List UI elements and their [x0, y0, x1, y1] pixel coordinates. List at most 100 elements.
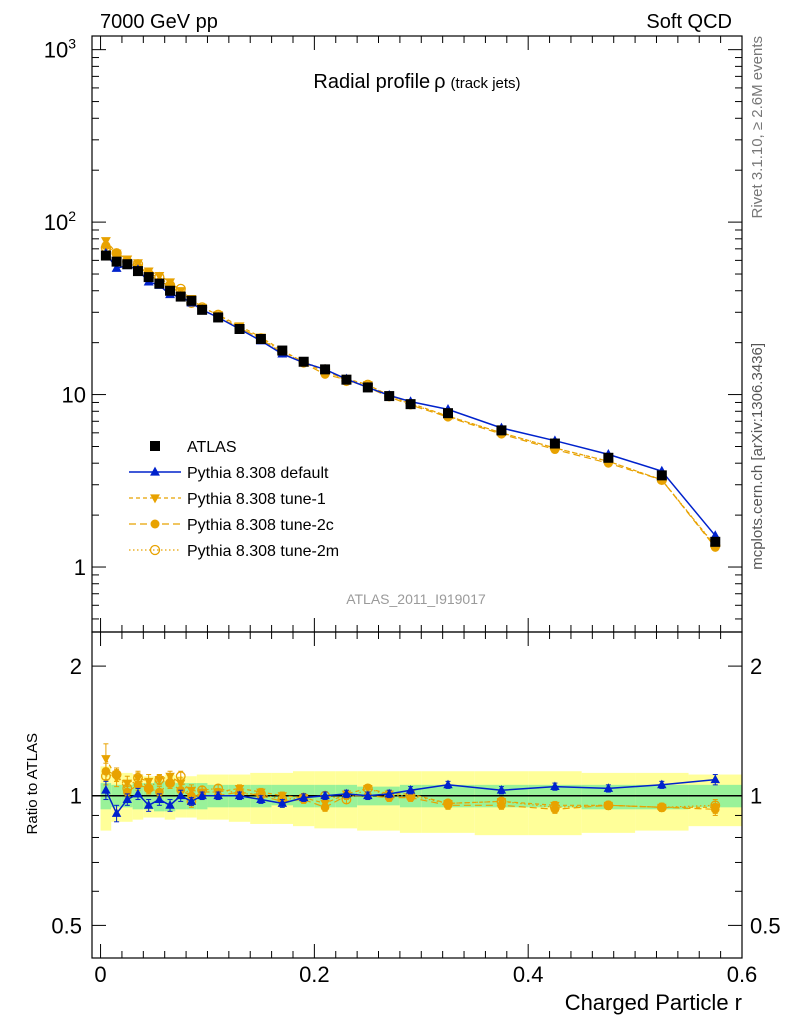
ratio-point-default: [111, 808, 122, 817]
ratio-point-default: [341, 788, 352, 798]
ratio-point-default: [363, 790, 373, 800]
tick-label-exponent: 2: [68, 208, 76, 224]
main-point-data: [132, 266, 143, 277]
main-point-data: [100, 250, 111, 261]
main-point-data: [656, 470, 667, 481]
main-point-data: [362, 382, 373, 393]
side-text-lower: mcplots.cern.ch [arXiv:1306.3436]: [749, 343, 766, 570]
ratio-y-tick-label-left: 0.5: [51, 913, 82, 938]
ratio-point-tune1: [165, 772, 175, 782]
main-point-data: [154, 278, 165, 289]
legend-entry-data: ATLAS: [150, 439, 237, 456]
ratio-point-tune1: [186, 786, 197, 796]
x-axis-label: Charged Particle r: [565, 990, 742, 1015]
x-tick-label: 0.4: [513, 962, 544, 987]
ratio-y-tick-label-left: 1: [70, 784, 82, 809]
main-plot-title: Radial profile ρ (track jets): [313, 71, 520, 93]
ratio-point-tune1: [154, 776, 165, 785]
ratio-point-tune1: [657, 803, 667, 813]
main-point-data: [175, 291, 186, 302]
ratio-point-tune1: [133, 774, 143, 784]
ratio-point-default: [277, 798, 288, 807]
header-left: 7000 GeV pp: [100, 11, 218, 33]
ratio-point-default: [657, 779, 667, 789]
title-suffix: (track jets): [451, 75, 521, 92]
ratio-point-tune1: [101, 755, 111, 764]
main-point-tune1: [100, 237, 111, 247]
main-series-layer: [100, 237, 721, 552]
main-point-data: [710, 536, 721, 547]
ratio-point-default: [101, 785, 111, 794]
tick-label-base: 1: [74, 555, 86, 580]
ratio-point-tune1: [550, 801, 560, 811]
x-tick-label: 0: [94, 962, 106, 987]
main-point-data: [143, 272, 154, 283]
ratio-point-default: [143, 800, 154, 809]
ratio-point-tune1: [143, 777, 154, 787]
legend-marker-tune2m: [149, 544, 161, 556]
main-point-data: [165, 285, 176, 296]
ratio-point-default: [133, 788, 143, 798]
main-point-data: [186, 295, 197, 306]
title-main: Radial profile: [313, 71, 430, 93]
ratio-point-default: [234, 790, 245, 800]
ratio-point-tune1: [176, 779, 186, 789]
ratio-band-layer: [100, 766, 742, 836]
main-y-tick-label: 10: [62, 383, 86, 408]
main-point-data: [549, 438, 560, 449]
ratio-point-default: [443, 779, 453, 789]
main-point-data: [197, 304, 208, 315]
legend-label-tune2c: Pythia 8.308 tune-2c: [187, 517, 334, 534]
main-y-tick-label: 103: [44, 36, 76, 63]
ratio-point-default: [405, 785, 416, 794]
analysis-watermark: ATLAS_2011_I919017: [346, 591, 486, 607]
x-tick-label: 0.6: [727, 962, 758, 987]
main-point-tune1: [143, 267, 154, 277]
main-point-data: [496, 425, 507, 436]
main-point-data: [298, 356, 309, 367]
ratio-point-default: [122, 794, 133, 803]
ratio-series-default: [101, 774, 721, 823]
ratio-point-default: [298, 792, 309, 802]
x-tick-label: 0.2: [299, 962, 330, 987]
ratio-point-default: [165, 800, 175, 809]
main-point-data: [234, 323, 245, 334]
main-y-tick-label: 102: [44, 208, 76, 235]
ratio-point-tune1: [234, 784, 245, 794]
main-line-tune2c: [105, 245, 716, 548]
ratio-point-tune1: [710, 803, 721, 813]
title-symbol: ρ: [434, 71, 445, 93]
ratio-point-tune1: [603, 801, 614, 811]
main-point-data: [603, 452, 614, 463]
legend-marker-data: [150, 441, 160, 451]
ratio-point-default: [154, 794, 165, 803]
legend-label-tune1: Pythia 8.308 tune-1: [187, 491, 326, 508]
ratio-y-tick-label-right: 0.5: [750, 913, 781, 938]
main-point-data: [111, 256, 122, 267]
main-point-tune1: [154, 271, 165, 281]
ratio-y-tick-label-right: 1: [750, 784, 762, 809]
tick-label-base: 10: [62, 383, 86, 408]
ratio-point-default: [384, 788, 394, 798]
ratio-point-tune1: [256, 788, 266, 798]
ratio-point-tune1: [363, 784, 373, 794]
main-point-data: [213, 312, 224, 323]
ratio-series-layer: [100, 743, 721, 823]
main-point-data: [122, 259, 133, 270]
legend-marker-default: [150, 466, 160, 476]
ratio-point-default: [186, 796, 197, 805]
ratio-point-tune1: [277, 792, 288, 801]
main-point-data: [384, 391, 395, 402]
legend-entry-tune2m: Pythia 8.308 tune-2m: [129, 543, 339, 560]
ratio-point-tune1: [122, 779, 133, 789]
main-point-data: [405, 399, 416, 410]
main-point-data: [341, 374, 352, 385]
ratio-point-tune1: [443, 799, 453, 809]
legend: ATLAS Pythia 8.308 default Pythia 8.308 tu…: [129, 439, 339, 560]
main-line-tune1: [105, 240, 716, 547]
main-point-data: [320, 364, 331, 375]
main-point-default: [111, 262, 122, 272]
tick-label-exponent: 3: [68, 36, 76, 52]
legend-label-default: Pythia 8.308 default: [187, 465, 329, 482]
